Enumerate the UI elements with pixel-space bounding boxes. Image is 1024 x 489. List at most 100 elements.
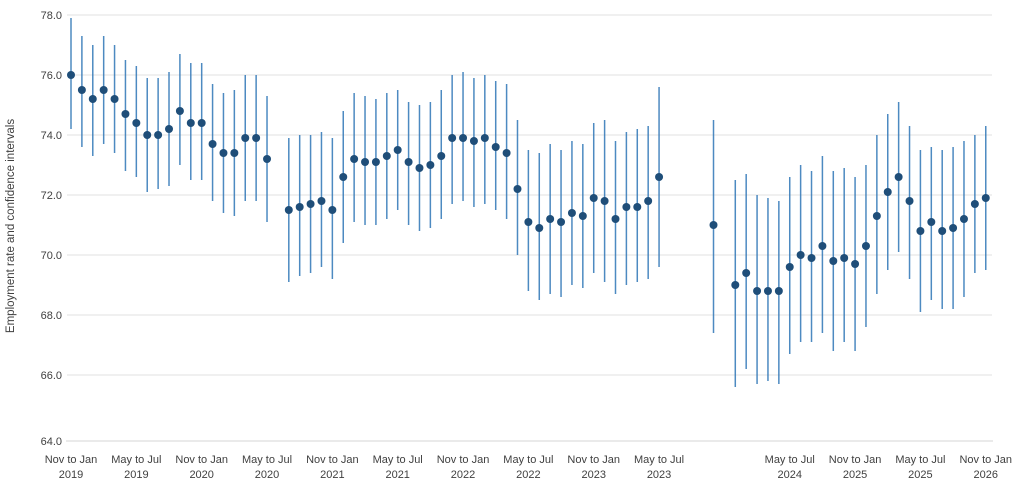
data-point-marker	[67, 71, 75, 79]
data-point-marker	[644, 197, 653, 205]
data-point-marker	[208, 140, 217, 148]
data-point-marker	[317, 197, 326, 205]
y-axis-tick-labels: 78.0 76.0 74.0 72.0 70.0 68.0 66.0 64.0	[41, 10, 62, 448]
data-point-marker	[840, 254, 849, 262]
x-axis-tick-labels: Nov to Jan 2019 May to Jul 2019 Nov to Jan 20…	[45, 454, 1012, 481]
x-tick-label-period: Nov to Jan	[45, 454, 98, 466]
x-tick-label-year: 2020	[255, 469, 279, 481]
data-point-marker	[600, 197, 609, 205]
data-point-marker	[557, 218, 566, 226]
y-tick-label: 68.0	[41, 310, 62, 322]
x-tick-label-period: May to Jul	[373, 454, 423, 466]
data-point-marker	[622, 203, 631, 211]
data-point-marker	[763, 287, 772, 295]
data-point-marker	[818, 242, 827, 250]
data-point-marker	[633, 203, 642, 211]
y-tick-label: 70.0	[41, 250, 62, 262]
x-tick-label-year: 2019	[124, 469, 148, 481]
y-tick-label: 72.0	[41, 190, 62, 202]
x-tick-label-year: 2022	[516, 469, 540, 481]
data-point-marker	[502, 149, 511, 157]
data-point-markers	[67, 71, 990, 295]
data-point-marker	[415, 164, 424, 172]
data-point-marker	[796, 251, 805, 259]
data-point-marker	[99, 86, 108, 94]
x-tick-label-year: 2021	[320, 469, 344, 481]
data-point-marker	[393, 146, 402, 154]
data-point-marker	[981, 194, 990, 202]
data-point-marker	[186, 119, 195, 127]
x-tick-label-year: 2025	[908, 469, 932, 481]
data-point-marker	[88, 95, 97, 103]
data-point-marker	[883, 188, 892, 196]
data-point-marker	[731, 281, 740, 289]
data-point-marker	[230, 149, 239, 157]
x-tick-label-year: 2020	[189, 469, 213, 481]
data-point-marker	[567, 209, 576, 217]
data-point-marker	[753, 287, 762, 295]
x-tick-label-period: May to Jul	[765, 454, 815, 466]
data-point-marker	[894, 173, 903, 181]
y-tick-label: 76.0	[41, 70, 62, 82]
data-point-marker	[938, 227, 947, 235]
data-point-marker	[589, 194, 598, 202]
data-point-marker	[143, 131, 152, 139]
data-point-marker	[480, 134, 489, 142]
data-point-marker	[970, 200, 979, 208]
data-point-marker	[263, 155, 272, 163]
y-tick-label: 74.0	[41, 130, 62, 142]
data-point-marker	[426, 161, 435, 169]
data-point-marker	[851, 260, 860, 268]
data-point-marker	[949, 224, 958, 232]
x-tick-label-period: Nov to Jan	[175, 454, 228, 466]
data-point-marker	[165, 125, 174, 133]
data-point-marker	[916, 227, 925, 235]
data-point-marker	[459, 134, 468, 142]
data-point-marker	[785, 263, 794, 271]
x-tick-label-year: 2024	[777, 469, 801, 481]
data-point-marker	[905, 197, 914, 205]
data-point-marker	[252, 134, 261, 142]
data-point-marker	[175, 107, 184, 115]
x-tick-label-period: May to Jul	[503, 454, 553, 466]
data-point-marker	[524, 218, 533, 226]
data-point-marker	[77, 86, 86, 94]
x-tick-label-year: 2019	[59, 469, 83, 481]
data-point-marker	[742, 269, 751, 277]
data-point-marker	[535, 224, 544, 232]
y-tick-label: 78.0	[41, 10, 62, 22]
data-point-marker	[295, 203, 304, 211]
data-point-marker	[339, 173, 348, 181]
x-tick-label-period: Nov to Jan	[306, 454, 359, 466]
data-point-marker	[219, 149, 228, 157]
data-point-marker	[382, 152, 391, 160]
data-point-marker	[361, 158, 370, 166]
data-point-marker	[110, 95, 119, 103]
data-point-marker	[807, 254, 816, 262]
y-tick-label: 66.0	[41, 370, 62, 382]
y-axis-title: Employment rate and confidence intervals	[5, 119, 17, 333]
data-point-marker	[284, 206, 293, 214]
x-tick-label-period: Nov to Jan	[437, 454, 490, 466]
x-tick-label-year: 2022	[451, 469, 475, 481]
confidence-interval-bars	[70, 18, 987, 387]
x-tick-label-year: 2026	[974, 469, 998, 481]
data-point-marker	[709, 221, 718, 229]
data-point-marker	[328, 206, 337, 214]
data-point-marker	[469, 137, 478, 145]
x-tick-label-year: 2025	[843, 469, 867, 481]
data-point-marker	[959, 215, 968, 223]
data-point-marker	[350, 155, 359, 163]
data-point-marker	[774, 287, 783, 295]
x-tick-label-period: Nov to Jan	[959, 454, 1012, 466]
x-tick-label-year: 2021	[385, 469, 409, 481]
x-tick-label-year: 2023	[581, 469, 605, 481]
data-point-marker	[197, 119, 206, 127]
gridlines-group	[66, 14, 993, 442]
x-tick-label-period: May to Jul	[111, 454, 161, 466]
data-point-marker	[437, 152, 446, 160]
x-tick-label-period: Nov to Jan	[567, 454, 620, 466]
data-point-marker	[927, 218, 936, 226]
